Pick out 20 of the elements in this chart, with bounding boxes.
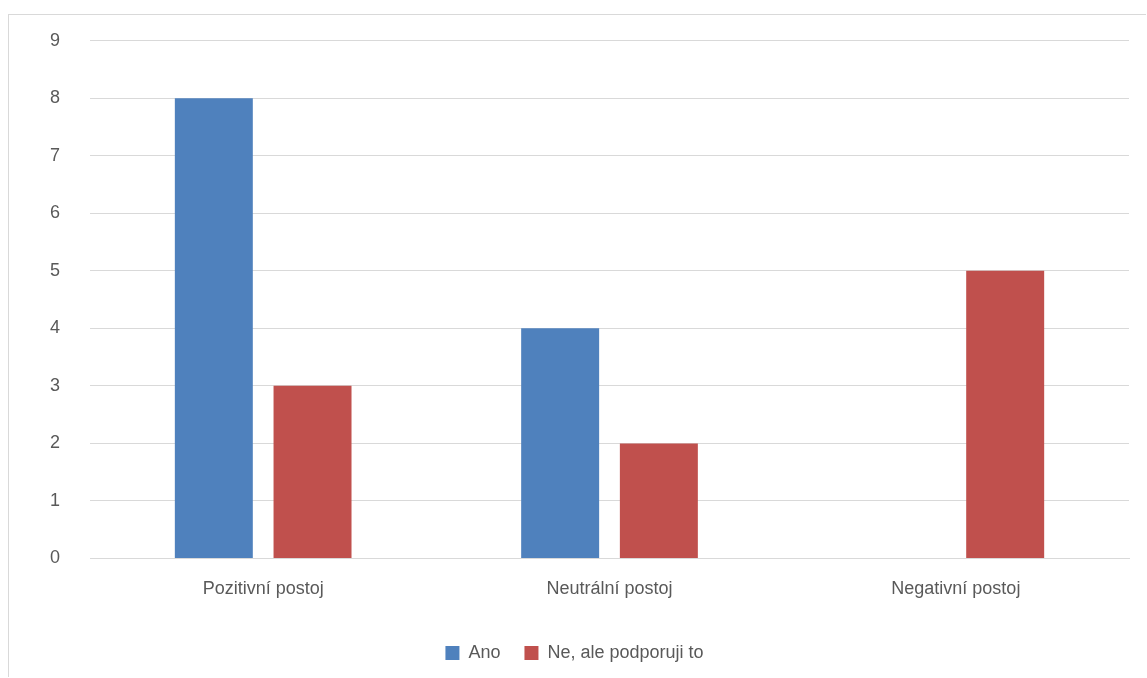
x-tick-label: Pozitivní postoj xyxy=(202,578,324,599)
bar xyxy=(619,443,698,558)
x-tick-label: Neutrální postoj xyxy=(546,578,673,599)
y-tick-label: 5 xyxy=(50,259,61,280)
y-tick-label: 6 xyxy=(50,202,61,223)
y-tick-label: 2 xyxy=(50,432,61,453)
y-tick-label: 7 xyxy=(50,144,61,165)
legend-label: Ano xyxy=(468,641,501,662)
y-tick-label: 3 xyxy=(50,374,61,395)
y-tick-label: 8 xyxy=(50,87,61,108)
bar xyxy=(966,270,1045,558)
y-tick-label: 1 xyxy=(50,489,61,510)
y-tick-label: 9 xyxy=(50,29,61,50)
bar xyxy=(521,328,600,558)
y-tick-label: 0 xyxy=(50,547,61,568)
bar xyxy=(273,385,352,558)
bar xyxy=(174,98,253,558)
x-tick-label: Negativní postoj xyxy=(891,578,1021,599)
y-tick-label: 4 xyxy=(50,317,61,338)
legend-label: Ne, ale podporuji to xyxy=(547,641,704,662)
